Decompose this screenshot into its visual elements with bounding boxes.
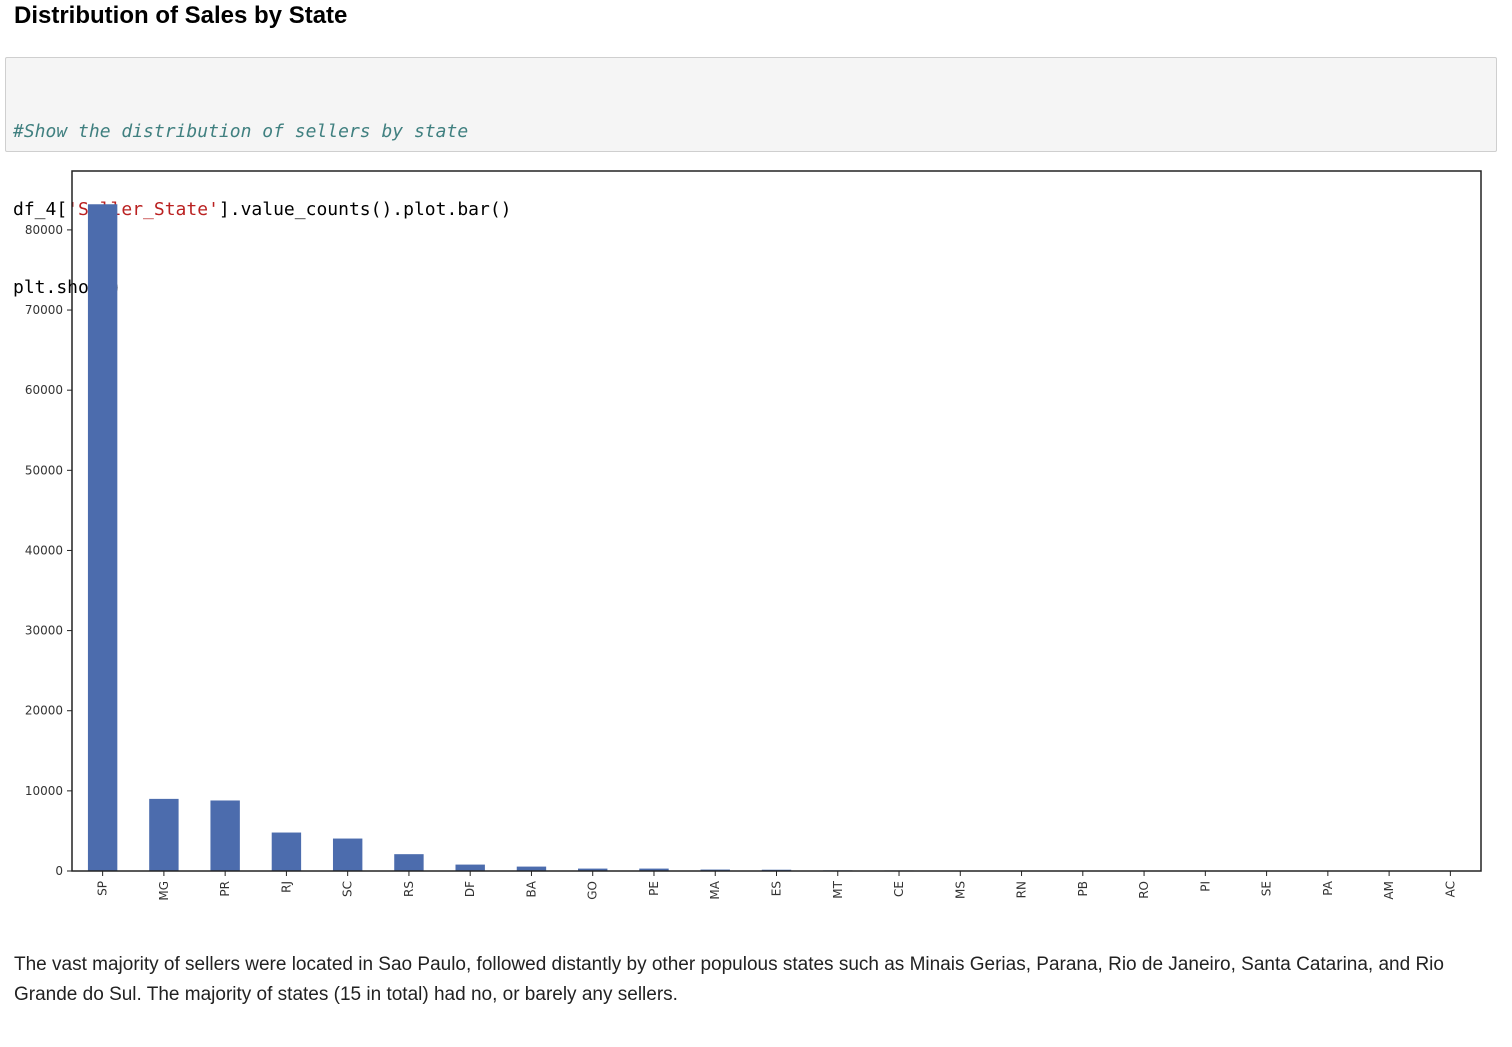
bar-mg — [149, 798, 179, 871]
code-token-prefix: df_4[ — [13, 199, 68, 220]
x-tick-label: PA — [1321, 880, 1335, 895]
y-axis: 0 10000 20000 30000 40000 50000 60000 70000 8000… — [25, 223, 72, 878]
x-tick-label: CE — [892, 881, 906, 897]
bar-chart: 0 10000 20000 30000 40000 50000 60000 70000 8000… — [25, 170, 1482, 901]
x-tick-label: RS — [402, 881, 416, 897]
x-tick-label: RN — [1015, 881, 1029, 898]
bar-sp — [87, 204, 118, 871]
y-tick-label: 20000 — [25, 704, 63, 718]
x-tick-label: GO — [586, 881, 600, 900]
bar-rs — [394, 854, 424, 871]
bar-sc — [332, 838, 363, 871]
section-heading: Distribution of Sales by State — [14, 2, 348, 29]
x-tick-label: MG — [157, 881, 171, 901]
y-tick-label: 10000 — [25, 784, 63, 798]
y-tick-label: 30000 — [25, 624, 63, 638]
y-tick-label: 0 — [55, 864, 63, 878]
code-token-suffix: ].value_counts().plot.bar() — [218, 199, 512, 220]
bars-group — [87, 204, 1466, 872]
description-text: The vast majority of sellers were locate… — [14, 954, 1444, 1005]
x-tick-label: PE — [647, 881, 661, 896]
x-tick-label: MS — [953, 881, 967, 899]
x-tick-label: BA — [524, 880, 538, 897]
x-axis: SP MG PR RJ SC RS DF BA GO PE MA ES MT CE MS RN PB RO PI SE… — [96, 871, 1457, 901]
x-tick-label: ES — [770, 881, 784, 896]
x-tick-label: RJ — [279, 881, 293, 893]
y-tick-label: 50000 — [25, 463, 63, 477]
bar-pr — [210, 800, 240, 871]
code-cell[interactable]: #Show the distribution of sellers by sta… — [5, 57, 1497, 298]
code-line-1: #Show the distribution of sellers by sta… — [13, 119, 1496, 145]
x-tick-label: RO — [1137, 881, 1151, 899]
x-tick-label: PI — [1198, 881, 1212, 892]
x-tick-label: DF — [463, 881, 477, 897]
x-tick-label: SE — [1260, 881, 1274, 896]
y-tick-label: 80000 — [25, 223, 63, 237]
bar-go — [578, 868, 608, 871]
x-tick-label: PR — [218, 881, 232, 897]
code-comment: #Show the distribution of sellers by sta… — [13, 121, 469, 142]
x-tick-label: MA — [708, 880, 722, 899]
x-tick-label: SC — [341, 881, 355, 897]
bar-df — [455, 864, 485, 871]
x-tick-label: AM — [1382, 881, 1396, 900]
y-tick-label: 60000 — [25, 383, 63, 397]
y-tick-label: 40000 — [25, 543, 63, 557]
x-tick-label: MT — [831, 880, 845, 898]
bar-rj — [271, 832, 302, 871]
bar-ba — [516, 866, 547, 871]
x-tick-label: SP — [96, 881, 110, 896]
x-tick-label: PB — [1076, 881, 1090, 896]
y-tick-label: 70000 — [25, 303, 63, 317]
code-line-2: df_4['Seller_State'].value_counts().plot… — [13, 197, 1496, 223]
bar-pe — [639, 868, 669, 871]
x-tick-label: AC — [1443, 881, 1457, 897]
plot-frame — [71, 170, 1482, 872]
